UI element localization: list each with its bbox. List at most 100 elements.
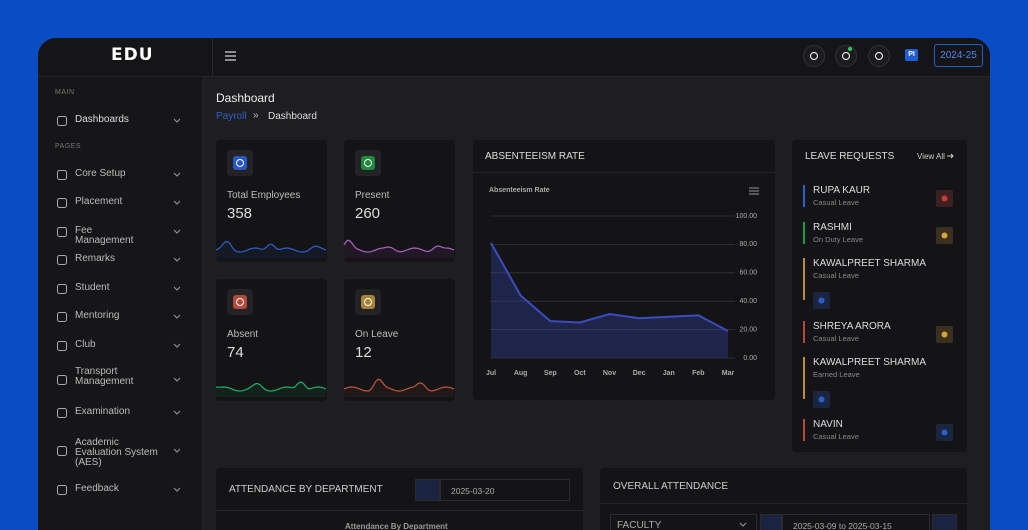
notification-dot — [847, 46, 853, 52]
filter-select[interactable]: FACULTY — [610, 514, 757, 530]
breadcrumb-link[interactable]: Payroll — [216, 111, 247, 122]
topbar — [38, 38, 990, 77]
sidebar-section-label: MAIN — [55, 89, 75, 96]
chart-card — [473, 140, 775, 400]
stat-label: Total Employees — [227, 190, 301, 201]
stat-value: 358 — [227, 205, 253, 222]
chevron-glyph — [173, 377, 181, 382]
x-tick-label: Feb — [692, 370, 704, 377]
chevron-glyph — [173, 172, 181, 177]
stat-icon-tile — [233, 295, 247, 309]
sidebar-section-label: PAGES — [55, 143, 82, 150]
leave-action[interactable] — [813, 292, 830, 309]
sparkline-line — [343, 239, 455, 253]
chevron-glyph — [173, 286, 181, 291]
date-input[interactable]: 2025-03-20 — [440, 479, 570, 501]
arrow-glyph — [947, 153, 954, 159]
chart-title: Absenteeism Rate — [489, 187, 550, 194]
sidebar-icon — [57, 375, 67, 385]
leave-status-bar — [803, 258, 805, 300]
x-tick-label: Oct — [574, 370, 586, 377]
avatar[interactable]: PI — [905, 49, 918, 61]
leave-type: Casual Leave — [813, 334, 859, 343]
theme-button[interactable] — [803, 45, 825, 67]
sidebar-icon-glyph — [57, 485, 67, 495]
y-tick-label: 80.00 — [739, 241, 757, 248]
date-range-input[interactable]: 2025-03-09 to 2025-03-15 — [782, 514, 930, 530]
stat-icon — [227, 289, 253, 315]
sidebar-icon — [57, 341, 67, 351]
card-title: ATTENDANCE BY DEPARTMENT — [229, 484, 383, 495]
leave-action[interactable] — [936, 190, 953, 207]
fullscreen-button[interactable] — [868, 45, 890, 67]
area-line — [490, 242, 729, 332]
session-button[interactable]: 2024-25 — [934, 44, 983, 67]
sidebar-icon-glyph — [57, 227, 67, 237]
chevron — [173, 172, 181, 177]
sidebar-icon — [57, 227, 67, 237]
chevron — [173, 229, 181, 234]
stat-icon-tile — [233, 156, 247, 170]
sidebar-item-label: Feedback — [75, 483, 119, 494]
leave-action[interactable] — [936, 227, 953, 244]
date-icon — [415, 479, 440, 501]
sidebar-item-label: Student — [75, 282, 110, 293]
view-all-link[interactable]: View All — [917, 152, 945, 161]
sidebar-item-label: Transport Management — [75, 366, 134, 387]
y-tick-label: 60.00 — [739, 270, 757, 277]
sidebar-icon — [57, 446, 67, 456]
leave-status-bar — [803, 185, 805, 207]
menu-toggle[interactable] — [225, 51, 237, 61]
sidebar-icon-glyph — [57, 408, 67, 418]
chevron — [739, 522, 747, 527]
leave-action[interactable] — [813, 391, 830, 408]
y-tick-label: 40.00 — [739, 298, 757, 305]
leave-action-glyph — [818, 396, 825, 403]
leave-action-glyph — [941, 331, 948, 338]
chevron-glyph — [173, 314, 181, 319]
sidebar-item-label: Mentoring — [75, 310, 120, 321]
leave-name: RUPA KAUR — [813, 185, 871, 196]
breadcrumb-separator: » — [253, 110, 259, 121]
chevron — [173, 314, 181, 319]
sidebar-item-label: Fee Management — [75, 225, 134, 246]
sidebar — [38, 77, 203, 530]
card-divider — [216, 510, 583, 511]
leave-action-glyph — [941, 195, 948, 202]
chevron — [173, 257, 181, 262]
area-fill — [491, 243, 728, 358]
leave-type: Casual Leave — [813, 271, 859, 280]
leave-status-bar — [803, 419, 805, 441]
sparkline — [343, 239, 455, 258]
stat-icon — [355, 289, 381, 315]
leave-status-bar — [803, 321, 805, 343]
icon-glyph — [874, 51, 884, 61]
leave-action-glyph — [941, 429, 948, 436]
leave-status-bar — [803, 357, 805, 399]
card-title: OVERALL ATTENDANCE — [613, 481, 729, 492]
leave-action[interactable] — [936, 326, 953, 343]
leave-action[interactable] — [936, 424, 953, 441]
sidebar-icon-glyph — [57, 375, 67, 385]
stat-value: 12 — [355, 344, 372, 361]
stat-value: 260 — [355, 205, 381, 222]
sidebar-icon — [57, 312, 67, 322]
chevron-glyph — [173, 343, 181, 348]
x-tick-label: Aug — [514, 370, 528, 377]
download-button[interactable] — [932, 514, 957, 530]
sidebar-icon-glyph — [57, 312, 67, 322]
stat-icon-tile — [361, 295, 375, 309]
icon-ring — [868, 45, 890, 67]
sidebar-icon-glyph — [57, 284, 67, 294]
icon-glyph — [809, 51, 819, 61]
view-all-arrow — [947, 153, 954, 159]
breadcrumb-current: Dashboard — [268, 111, 317, 122]
stat-icon — [355, 150, 381, 176]
overall-card — [600, 468, 967, 530]
sparkline-fill — [216, 382, 326, 397]
card-divider — [600, 503, 967, 504]
sidebar-icon-glyph — [57, 170, 67, 180]
sidebar-icon — [57, 485, 67, 495]
notification-button[interactable] — [835, 45, 857, 67]
x-tick-label: Sep — [544, 370, 557, 377]
